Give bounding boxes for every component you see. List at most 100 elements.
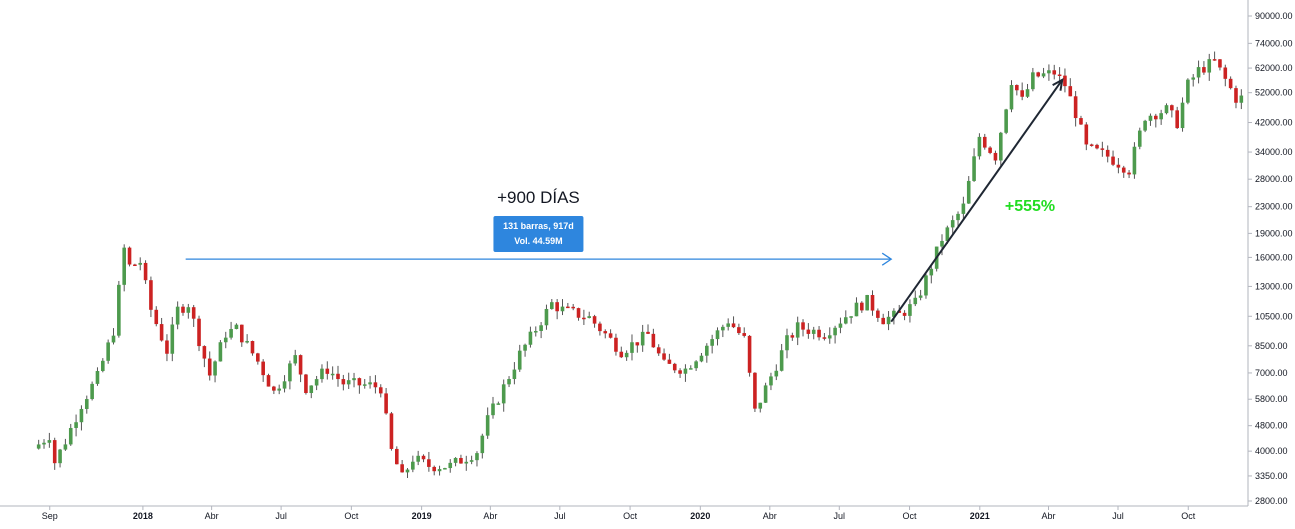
candle <box>250 340 255 356</box>
candle-body <box>769 376 773 386</box>
candle-body <box>1186 79 1190 103</box>
candle-body <box>710 339 714 346</box>
candle <box>47 432 52 448</box>
candle <box>1239 89 1244 110</box>
candle-body <box>42 442 46 445</box>
candle <box>213 360 217 383</box>
price-tick-label: 34000.00 <box>1255 147 1293 157</box>
candle-body <box>512 369 517 380</box>
candle <box>1031 67 1035 92</box>
candle <box>218 340 223 362</box>
candle-body <box>207 358 212 376</box>
candle-body <box>582 317 586 320</box>
candle <box>785 328 789 359</box>
candle <box>608 329 613 339</box>
candle-body <box>84 399 89 409</box>
candle <box>191 304 196 327</box>
candle-body <box>143 262 148 281</box>
candle <box>79 405 84 431</box>
candle-body <box>373 382 378 388</box>
candle <box>1234 85 1238 109</box>
candle <box>1212 51 1217 61</box>
price-tick-label: 7000.00 <box>1255 368 1288 378</box>
candle <box>256 352 260 365</box>
candle-body <box>640 331 645 346</box>
candle <box>533 326 538 337</box>
candle <box>726 318 730 331</box>
candle-body <box>1084 124 1089 145</box>
candle <box>101 358 105 373</box>
candle <box>699 352 704 363</box>
candle-body <box>806 329 811 334</box>
candle <box>640 324 645 352</box>
time-tick-label: Oct <box>903 511 918 521</box>
candle <box>1041 67 1046 79</box>
candle-body <box>849 316 853 318</box>
candle <box>694 360 698 371</box>
candle <box>779 343 784 372</box>
price-tick-label: 2800.00 <box>1255 496 1288 506</box>
candle-body <box>1047 70 1051 74</box>
candle-body <box>865 295 869 311</box>
time-tick-label: Oct <box>623 511 638 521</box>
candle <box>560 299 565 316</box>
candle <box>1089 143 1094 147</box>
candle-body <box>491 403 495 416</box>
candle <box>496 401 501 405</box>
candle-body <box>443 468 447 470</box>
candle-body <box>993 152 998 161</box>
candle <box>908 299 912 323</box>
candle <box>550 298 554 310</box>
candle-body <box>795 322 800 338</box>
price-tick-label: 90000.00 <box>1255 11 1293 21</box>
candle-body <box>501 384 506 404</box>
candle <box>186 303 191 319</box>
candle <box>956 211 960 228</box>
candle <box>1105 145 1110 163</box>
price-tick-label: 13000.00 <box>1255 281 1293 291</box>
candle <box>170 316 175 362</box>
candle-body <box>881 317 886 325</box>
candle-body <box>662 353 666 360</box>
candle <box>394 446 399 465</box>
price-tick-label: 4800.00 <box>1255 421 1288 431</box>
candle <box>742 327 747 338</box>
candle-body <box>1127 172 1131 175</box>
candle <box>619 346 624 359</box>
candle-body <box>186 307 191 313</box>
candle <box>154 306 159 327</box>
measure-volume-label: Vol. 44.59M <box>514 236 562 246</box>
price-axis[interactable]: 90000.00 74000.00 62000.00 52000.00 42000.00… <box>1247 0 1293 506</box>
candle <box>1127 170 1131 179</box>
candle <box>320 364 324 383</box>
percent-change-label: +555% <box>1005 198 1055 215</box>
candle-body <box>165 340 169 354</box>
candle <box>870 290 875 316</box>
candle-body <box>801 322 805 330</box>
candle <box>1170 104 1174 118</box>
time-tick-label: 2019 <box>412 511 432 521</box>
candle-body <box>1068 86 1073 97</box>
candle <box>961 196 966 221</box>
candle <box>635 342 640 353</box>
candle <box>389 411 394 451</box>
time-axis[interactable]: Sep 2018 Abr Jul Oct 2019 Abr Jul Oct 2020 Abr Jul O… <box>0 505 1248 521</box>
candle-body <box>656 347 661 354</box>
candle-body <box>485 415 490 436</box>
candle <box>737 323 741 335</box>
candle <box>662 348 666 361</box>
candle-body <box>892 310 896 317</box>
candle <box>427 451 431 472</box>
price-tick-label: 28000.00 <box>1255 174 1293 184</box>
candle-body <box>1196 67 1201 78</box>
candle <box>571 303 575 311</box>
candle <box>1095 143 1099 150</box>
candle-body <box>790 335 795 338</box>
candle-body <box>843 317 848 324</box>
candle-body <box>528 331 533 345</box>
candle <box>165 334 169 362</box>
candle <box>282 375 287 393</box>
candle-body <box>133 264 137 267</box>
